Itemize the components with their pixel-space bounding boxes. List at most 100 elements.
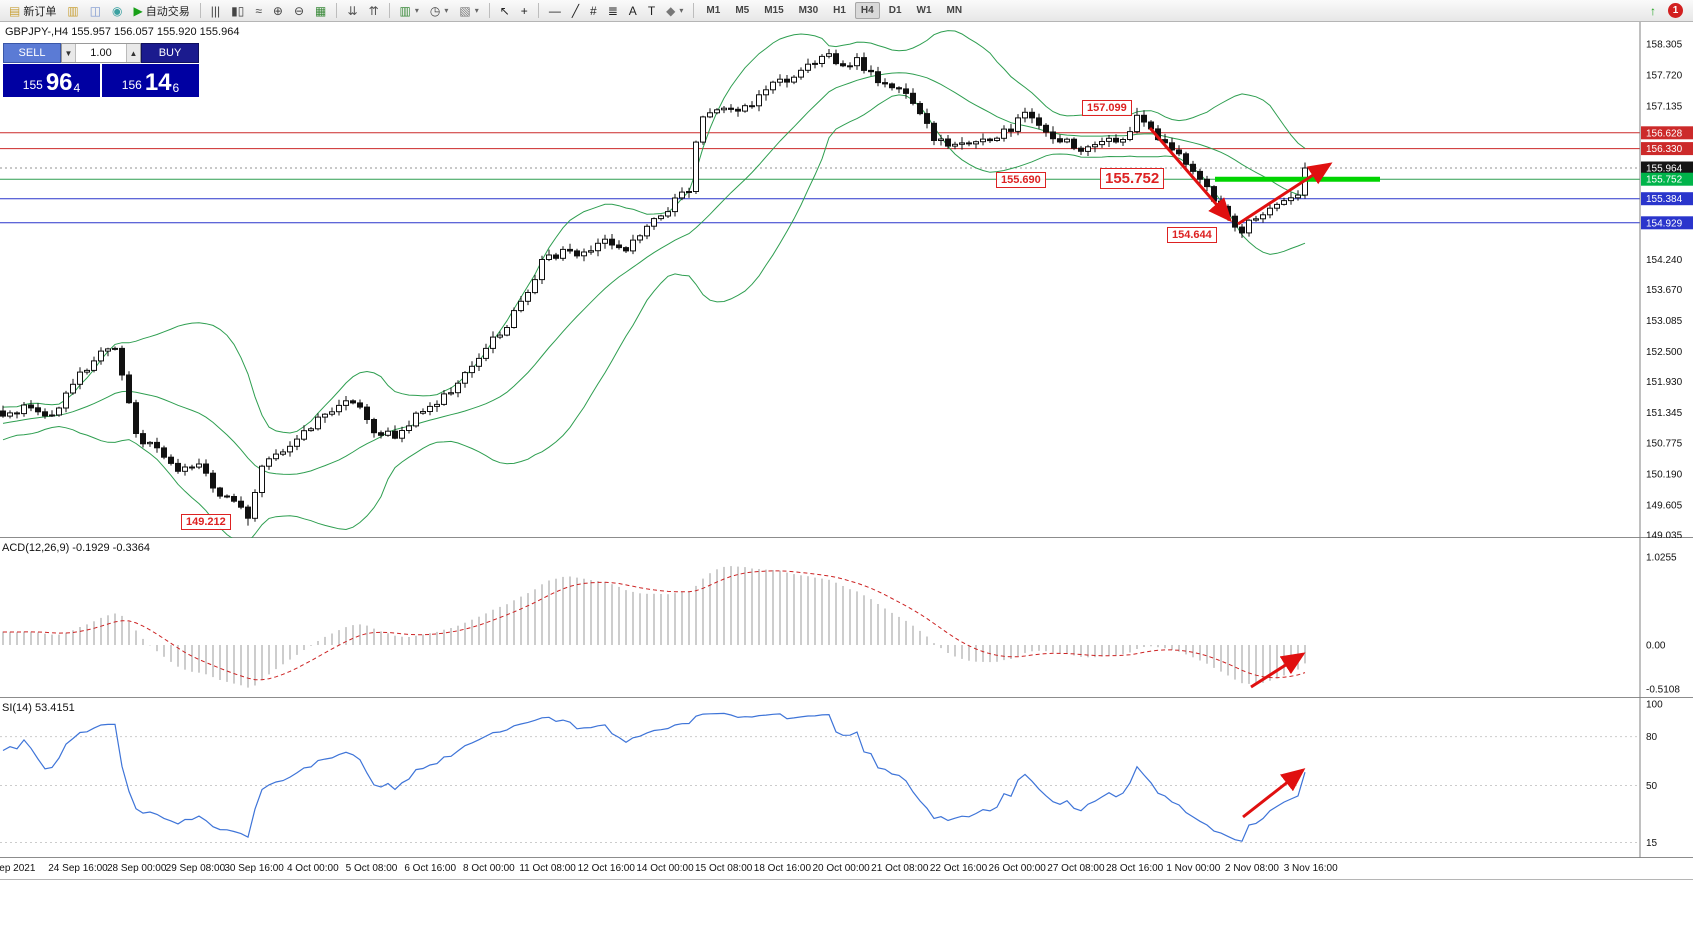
price-annotation-149212[interactable]: 149.212 xyxy=(181,514,231,530)
price-axis-badge: 155.384 xyxy=(1646,194,1683,205)
volume-down-button[interactable]: ▼ xyxy=(62,44,76,62)
uptick-button[interactable]: ↑ xyxy=(1645,1,1661,20)
chevron-down-icon: ▾ xyxy=(679,6,684,15)
price-axis-badge: 155.964 xyxy=(1646,164,1683,175)
notification-badge[interactable]: 1 xyxy=(1668,3,1683,18)
new-order-button[interactable]: ▤ 新订单 xyxy=(4,1,61,20)
zoom-out-button[interactable]: ⊖ xyxy=(289,1,309,20)
linechart-button[interactable]: ≈ xyxy=(250,1,267,20)
volume-up-button[interactable]: ▲ xyxy=(126,44,140,62)
profiles-button[interactable]: ◫ xyxy=(85,1,106,20)
chevron-down-icon: ▾ xyxy=(474,6,479,15)
rsi-indicator-panel[interactable]: 100 80 50 15 SI(14) 53.4151 xyxy=(0,698,1693,858)
cursor-button[interactable]: ↖ xyxy=(495,1,515,20)
timeframe-d1-button[interactable]: D1 xyxy=(888,5,902,16)
price-axis-label: 157.720 xyxy=(1646,71,1683,82)
price-annotation-154644[interactable]: 154.644 xyxy=(1167,227,1217,243)
macd-indicator-panel[interactable]: 1.0255 0.00 -0.5108 ACD(12,26,9) -0.1929 -… xyxy=(0,538,1693,698)
zoom-in-button[interactable]: ⊕ xyxy=(268,1,288,20)
price-axis-label: 153.085 xyxy=(1646,316,1683,327)
trendline-button[interactable]: ╱ xyxy=(567,1,584,20)
buy-price-button[interactable]: 156 14 6 xyxy=(102,64,199,97)
rsi-line xyxy=(2,712,1306,842)
fibonacci-button[interactable]: ≣ xyxy=(603,1,623,20)
volume-control: ▼ 1.00 ▲ xyxy=(61,43,141,63)
time-axis-label: 4 Oct 00:00 xyxy=(286,863,339,874)
timeframe-h1-button[interactable]: H1 xyxy=(833,5,846,16)
charts-button[interactable]: ▥ xyxy=(62,1,83,20)
time-axis-label: 21 Oct 08:00 xyxy=(871,863,929,874)
price-axis-label: 157.135 xyxy=(1646,102,1683,113)
time-axis-label: Sep 2021 xyxy=(0,863,36,874)
timeframe-mn-button[interactable]: MN xyxy=(946,5,963,16)
time-axis-label: 11 Oct 08:00 xyxy=(519,863,576,874)
sell-button[interactable]: SELL xyxy=(3,43,61,63)
autotrading-button[interactable]: ▶ 自动交易 xyxy=(129,1,195,20)
bars-button[interactable]: ||| xyxy=(206,1,225,20)
candles-button[interactable]: ▮▯ xyxy=(226,1,249,20)
cascade-icon: ⇊ xyxy=(347,3,358,18)
price-annotation-155690[interactable]: 155.690 xyxy=(996,172,1046,188)
volume-input[interactable]: 1.00 xyxy=(90,47,112,59)
time-axis-label: 30 Sep 16:00 xyxy=(224,863,284,874)
label-button[interactable]: T xyxy=(643,1,660,20)
time-axis-label: 20 Oct 00:00 xyxy=(812,863,870,874)
price-axis-badge: 156.330 xyxy=(1646,144,1683,155)
macd-axis-label: -0.5108 xyxy=(1646,684,1680,695)
chevron-down-icon: ▾ xyxy=(414,6,419,15)
arrange-icon: ⇈ xyxy=(368,3,379,18)
toolbar-separator xyxy=(488,3,490,18)
shapes-button[interactable]: ◆ ▾ xyxy=(661,1,688,20)
timeframe-w1-button[interactable]: W1 xyxy=(916,5,932,16)
time-axis-label: 6 Oct 16:00 xyxy=(404,863,457,874)
zoom-out-icon: ⊖ xyxy=(293,3,305,18)
text-button[interactable]: A xyxy=(624,1,642,20)
arrange-button[interactable]: ⇈ xyxy=(363,1,383,20)
hline-button[interactable]: ― xyxy=(544,1,566,20)
buy-button[interactable]: BUY xyxy=(141,43,199,63)
time-axis-label: 28 Sep 00:00 xyxy=(106,863,167,874)
sell-price-prefix: 155 xyxy=(22,78,43,93)
timeframe-h4-button[interactable]: H4 xyxy=(854,2,880,19)
macd-axis-label: 1.0255 xyxy=(1646,552,1677,563)
rsi-axis-label: 80 xyxy=(1646,732,1658,743)
sell-price-button[interactable]: 155 96 4 xyxy=(3,64,100,97)
main-chart[interactable]: 158.305 157.720 157.135 154.240 153.670 153.0… xyxy=(0,22,1693,538)
macd-signal-line xyxy=(3,570,1306,681)
toolbar-button-label: 新订单 xyxy=(23,5,57,18)
timeframe-m15-button[interactable]: M15 xyxy=(764,5,784,16)
timeframe-m30-button[interactable]: M30 xyxy=(798,5,819,16)
rsi-chart[interactable]: 100 80 50 15 xyxy=(0,698,1693,858)
template-button[interactable]: ▧ ▾ xyxy=(454,1,483,20)
timeframe-m1-button[interactable]: M1 xyxy=(706,5,721,16)
channel-button[interactable]: # xyxy=(585,1,602,20)
buy-price-pip: 6 xyxy=(172,81,180,95)
uptick-icon: ↑ xyxy=(1650,3,1656,18)
tile-windows-button[interactable]: ▦ xyxy=(310,1,331,20)
timeframe-m5-button[interactable]: M5 xyxy=(735,5,750,16)
autotrading-icon: ▶ xyxy=(133,3,143,18)
price-axis-label: 150.775 xyxy=(1646,438,1683,449)
price-axis-label: 149.605 xyxy=(1646,500,1683,511)
cascade-button[interactable]: ⇊ xyxy=(342,1,362,20)
macd-chart[interactable]: 1.0255 0.00 -0.5108 xyxy=(0,538,1693,698)
macd-histogram xyxy=(2,566,1306,688)
price-annotation-155752[interactable]: 155.752 xyxy=(1100,168,1165,189)
crosshair-button[interactable]: + xyxy=(516,1,533,20)
time-axis-label: 1 Nov 00:00 xyxy=(1166,863,1221,874)
price-axis-badge: 154.929 xyxy=(1646,218,1683,229)
charts-icon: ▥ xyxy=(67,3,79,18)
new-chart-button[interactable]: ▥ ▾ xyxy=(395,1,424,20)
main-chart-panel[interactable]: 158.305 157.720 157.135 154.240 153.670 153.0… xyxy=(0,22,1693,538)
time-axis-label: 26 Oct 00:00 xyxy=(988,863,1046,874)
template-icon: ▧ xyxy=(459,3,471,18)
period-button[interactable]: ◷ ▾ xyxy=(425,1,454,20)
rsi-axis-label: 15 xyxy=(1646,838,1658,849)
toolbar-separator xyxy=(388,3,390,18)
price-axis-label: 150.190 xyxy=(1646,469,1683,480)
price-axis-label: 151.930 xyxy=(1646,377,1683,388)
tester-button[interactable]: ◉ xyxy=(107,1,127,20)
candles-layer xyxy=(0,49,1308,526)
price-annotation-157099[interactable]: 157.099 xyxy=(1082,100,1132,116)
